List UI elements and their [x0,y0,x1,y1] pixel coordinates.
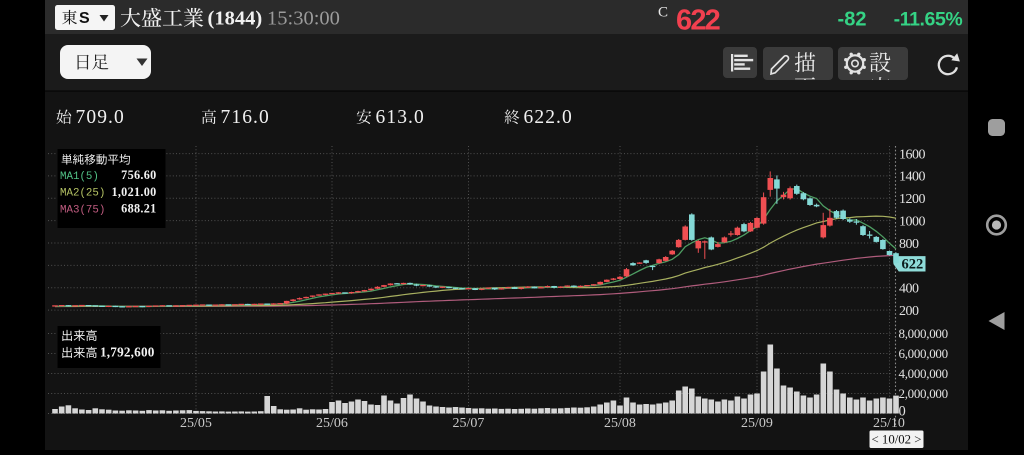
svg-text:622.0: 622.0 [524,107,573,128]
svg-text:800: 800 [899,237,919,252]
svg-text:MA1(5): MA1(5) [60,171,99,183]
svg-text:622: 622 [902,257,924,273]
svg-text:1,021.00: 1,021.00 [111,185,156,199]
svg-text:15:30:00: 15:30:00 [267,8,340,30]
svg-text:25/08: 25/08 [604,416,636,431]
svg-text:25/07: 25/07 [453,416,485,431]
svg-text:1400: 1400 [899,170,926,185]
svg-text:2,000,000: 2,000,000 [899,386,948,401]
svg-text:6,000,000: 6,000,000 [899,346,948,361]
svg-text:MA2(25): MA2(25) [60,188,105,200]
svg-text:0: 0 [899,404,906,420]
svg-text:1200: 1200 [899,192,926,207]
svg-text:25/05: 25/05 [180,416,212,431]
svg-text:C: C [658,5,668,21]
svg-text:25/06: 25/06 [316,416,348,431]
svg-text:716.0: 716.0 [221,107,270,128]
svg-text:-82: -82 [838,9,867,31]
svg-text:S: S [79,10,90,27]
svg-text:1,792,600: 1,792,600 [100,345,155,360]
svg-text:709.0: 709.0 [76,107,125,128]
svg-text:756.60: 756.60 [121,168,156,182]
svg-text:1600: 1600 [899,147,926,162]
svg-text:4,000,000: 4,000,000 [899,366,948,381]
svg-text:(1844): (1844) [208,8,263,30]
svg-text:613.0: 613.0 [376,107,425,128]
svg-text:1000: 1000 [899,214,926,229]
svg-text:200: 200 [899,304,919,319]
svg-text:MA3(75): MA3(75) [60,204,105,216]
svg-text:-11.65%: -11.65% [894,9,963,31]
svg-text:25/10: 25/10 [873,416,905,431]
svg-text:25/09: 25/09 [741,416,773,431]
svg-text:< 10/02 >: < 10/02 > [872,433,922,447]
svg-text:8,000,000: 8,000,000 [899,326,948,341]
svg-text:688.21: 688.21 [121,202,156,216]
svg-text:622: 622 [676,5,720,37]
svg-text:400: 400 [899,282,919,297]
